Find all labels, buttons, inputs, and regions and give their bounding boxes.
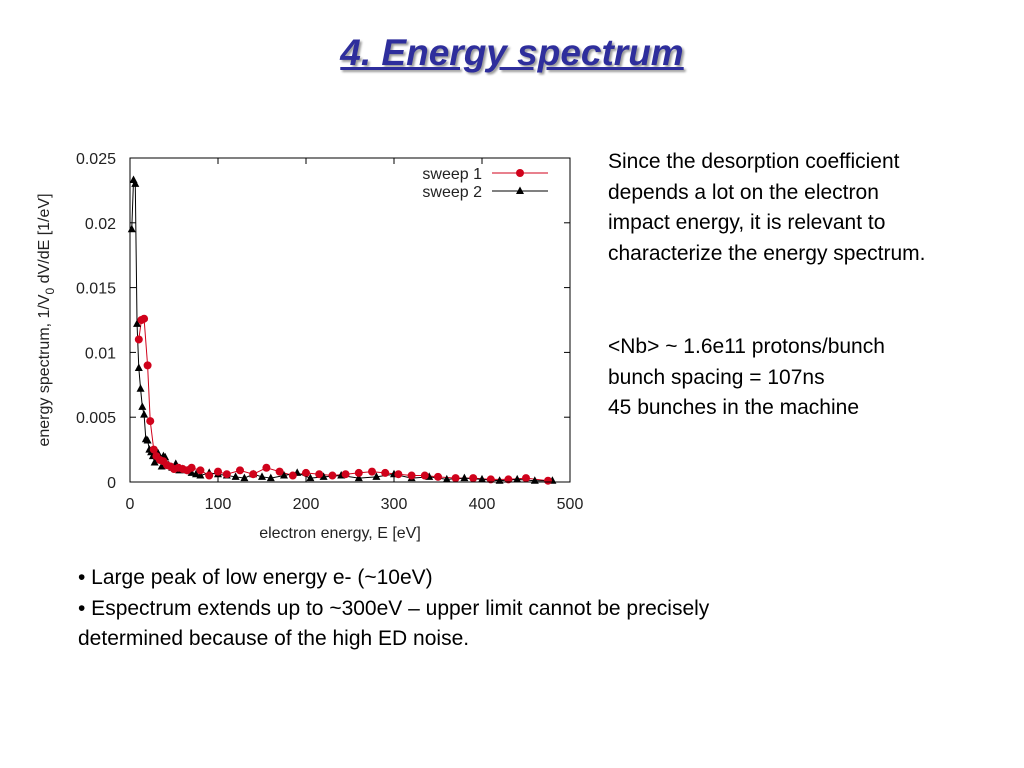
data-point-sweep-1 <box>140 314 149 323</box>
data-point-sweep-1 <box>262 463 271 472</box>
data-point-sweep-2 <box>127 224 136 233</box>
data-point-sweep-1 <box>288 471 297 480</box>
data-point-sweep-1 <box>486 475 495 484</box>
data-point-sweep-1 <box>302 468 310 477</box>
data-point-sweep-1 <box>451 474 460 483</box>
data-point-sweep-1 <box>504 475 513 484</box>
beam-param-line: <Nb> ~ 1.6e11 protons/bunch <box>608 335 885 358</box>
y-tick-label: 0.01 <box>85 345 116 362</box>
data-point-sweep-2 <box>196 471 205 479</box>
y-axis-label: energy spectrum, 1/V0 dV/dE [1/eV] <box>36 193 57 446</box>
data-point-sweep-1 <box>187 463 196 472</box>
y-tick-label: 0.02 <box>85 216 116 233</box>
data-point-sweep-2 <box>140 410 149 418</box>
y-tick-label: 0.005 <box>76 410 116 427</box>
data-point-sweep-1 <box>368 467 376 476</box>
data-point-sweep-1 <box>315 470 324 479</box>
data-point-sweep-1 <box>354 468 363 477</box>
data-point-sweep-2 <box>354 473 363 482</box>
data-point-sweep-2 <box>306 473 315 482</box>
data-point-sweep-1 <box>149 445 158 454</box>
data-point-sweep-1 <box>522 474 530 483</box>
data-point-sweep-2 <box>143 436 152 444</box>
legend-label: sweep 2 <box>422 184 482 201</box>
data-point-sweep-2 <box>442 474 451 483</box>
plot-frame <box>129 157 571 483</box>
data-point-sweep-2 <box>460 473 469 482</box>
data-point-sweep-2 <box>134 363 143 371</box>
x-tick-label: 500 <box>557 496 584 513</box>
data-point-sweep-2 <box>266 473 275 482</box>
data-point-sweep-2 <box>280 471 288 479</box>
data-point-sweep-1 <box>434 472 442 481</box>
data-point-sweep-1 <box>381 468 390 477</box>
x-axis-label: electron energy, E [eV] <box>259 525 421 542</box>
axes: 0 100 200 300 400 500 0 0.005 0.01 0.015 0.02 0.025… <box>36 151 583 542</box>
data-point-sweep-1 <box>328 471 337 480</box>
x-tick-label: 400 <box>469 496 496 513</box>
data-point-sweep-2 <box>240 473 249 482</box>
plot-area <box>127 175 557 485</box>
data-point-sweep-1 <box>205 471 214 480</box>
data-point-sweep-1 <box>420 471 429 480</box>
description-line: characterize the energy spectrum. <box>608 241 926 265</box>
data-point-sweep-1 <box>196 466 205 475</box>
data-point-sweep-2 <box>133 319 142 327</box>
description-line: impact energy, it is relevant to <box>608 211 886 234</box>
y-tick-label: 0.025 <box>76 151 116 168</box>
data-point-sweep-1 <box>236 466 244 475</box>
x-tick-label: 100 <box>205 496 232 513</box>
description-line: depends a lot on the electron <box>608 180 879 204</box>
data-point-sweep-1 <box>222 470 231 479</box>
data-point-sweep-1 <box>407 471 416 480</box>
x-tick-label: 0 <box>126 496 135 513</box>
data-point-sweep-1 <box>275 467 284 476</box>
data-point-sweep-1 <box>214 467 222 476</box>
beam-param-line: bunch spacing = 107ns <box>608 365 825 389</box>
series-line-sweep-1 <box>138 317 549 482</box>
bullet-item: • Espectrum extends up to ~300eV – upper… <box>78 596 710 620</box>
data-point-sweep-2 <box>258 472 266 480</box>
y-tick-label: 0.015 <box>76 281 116 298</box>
data-point-sweep-2 <box>372 472 381 480</box>
data-point-sweep-1 <box>469 474 478 483</box>
data-point-sweep-2 <box>187 468 196 476</box>
x-tick-label: 300 <box>381 496 408 513</box>
data-point-sweep-1 <box>341 470 350 479</box>
data-point-sweep-1 <box>146 417 155 426</box>
description-text: Since the desorption coefficient depends… <box>608 147 925 269</box>
x-tick-label: 200 <box>293 496 320 513</box>
legend-marker <box>516 169 524 177</box>
series-line-sweep-2 <box>131 179 553 482</box>
data-point-sweep-2 <box>136 384 145 392</box>
bullet-item: determined because of the high ED noise. <box>78 627 470 650</box>
slide-title: 4. Energy spectrum <box>340 32 684 73</box>
data-point-sweep-1 <box>134 335 143 344</box>
description-line: Since the desorption coefficient <box>608 150 900 173</box>
data-point-sweep-1 <box>249 470 258 479</box>
beam-parameters: <Nb> ~ 1.6e11 protons/bunch bunch spacin… <box>608 332 885 424</box>
data-point-sweep-2 <box>513 474 522 483</box>
data-point-sweep-2 <box>157 461 166 470</box>
data-point-sweep-2 <box>495 476 504 484</box>
energy-spectrum-chart: 0 100 200 300 400 500 0 0.005 0.01 0.015 0.02 0.025… <box>36 151 583 542</box>
bullet-item: • Large peak of low energy e- (~10eV) <box>78 566 433 589</box>
legend-marker <box>516 186 524 194</box>
data-point-sweep-1 <box>143 361 152 370</box>
legend-label: sweep 1 <box>422 166 482 183</box>
data-point-sweep-2 <box>231 472 240 480</box>
beam-param-line: 45 bunches in the machine <box>608 396 860 419</box>
data-point-sweep-1 <box>544 476 552 485</box>
data-point-sweep-2 <box>138 402 147 410</box>
data-point-sweep-1 <box>394 470 403 479</box>
y-tick-label: 0 <box>107 475 116 492</box>
data-point-sweep-2 <box>131 179 140 187</box>
data-point-sweep-2 <box>319 472 328 480</box>
data-point-sweep-2 <box>150 458 159 466</box>
bullet-list: • Large peak of low energy e- (~10eV) • … <box>78 563 978 655</box>
data-point-sweep-2 <box>192 469 200 478</box>
